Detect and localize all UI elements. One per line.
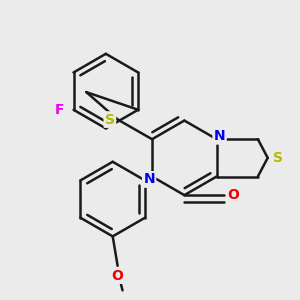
Text: N: N: [143, 172, 155, 186]
Text: N: N: [214, 129, 225, 143]
Text: O: O: [227, 188, 239, 202]
Text: S: S: [105, 112, 115, 127]
Text: F: F: [55, 103, 64, 117]
Text: O: O: [112, 268, 124, 283]
Text: S: S: [272, 151, 283, 165]
